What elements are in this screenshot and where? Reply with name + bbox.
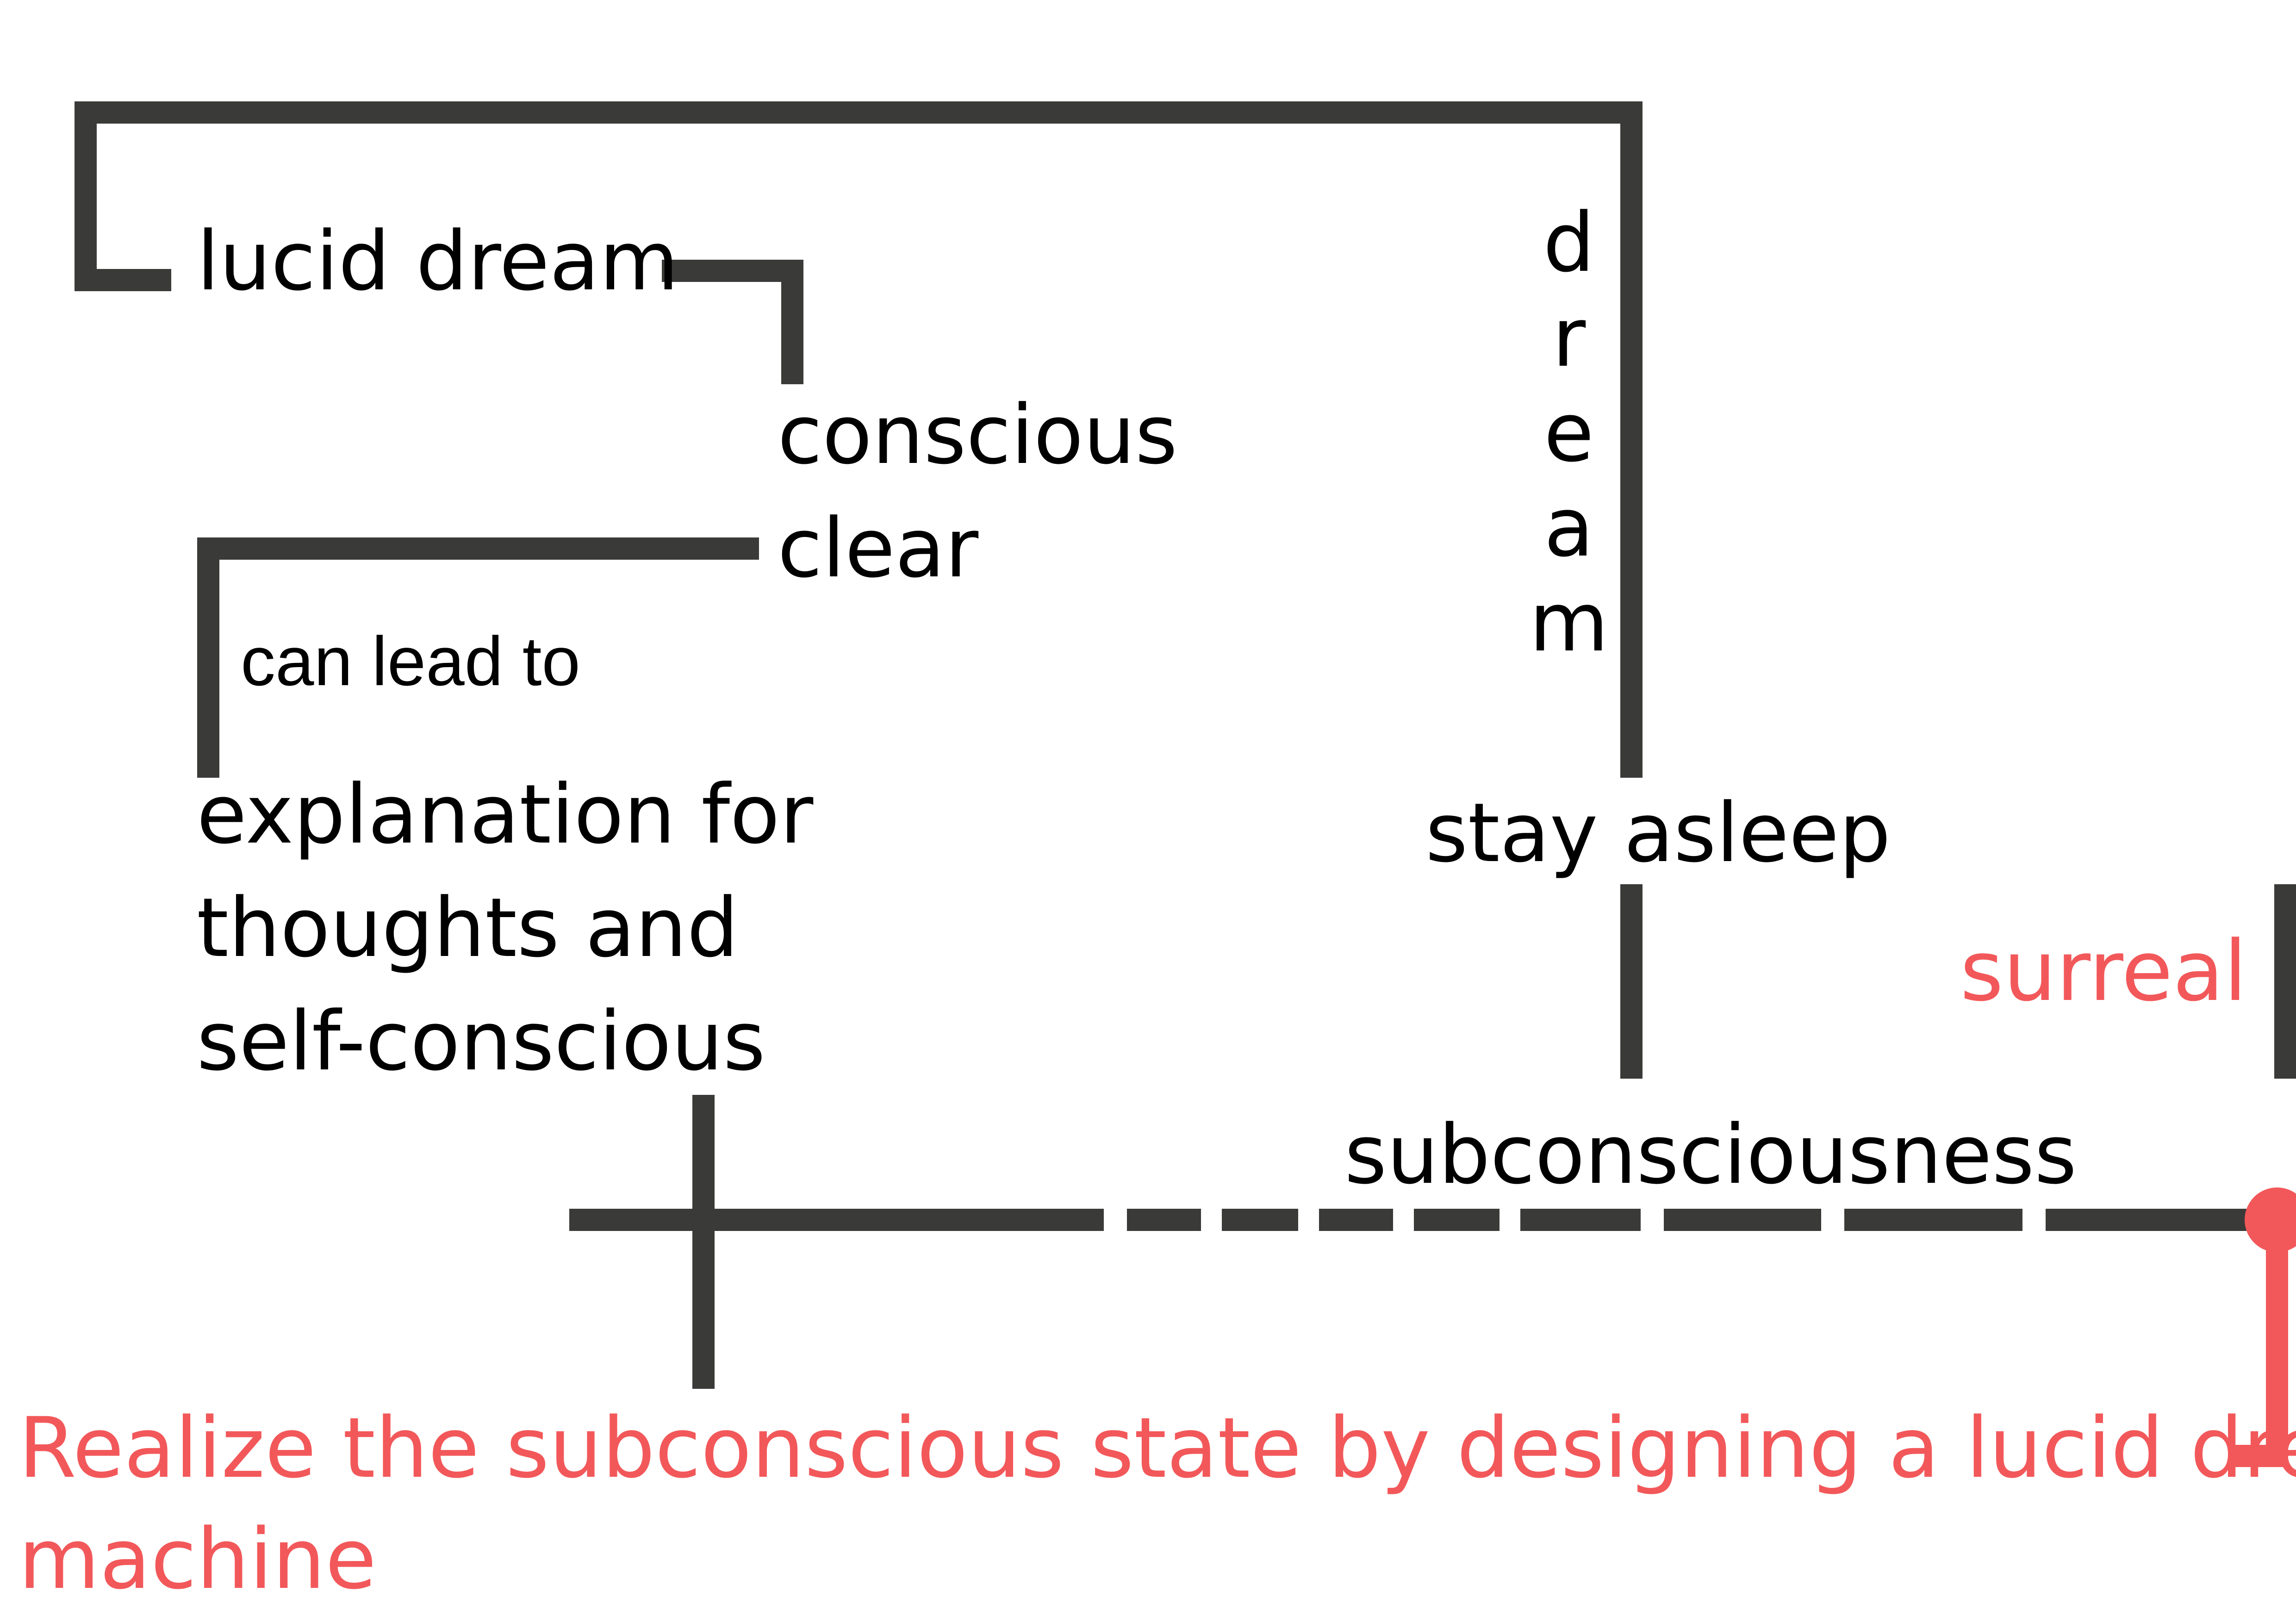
node-subconsciousness: subconsciousness [1344,1107,2077,1202]
connector-lines [75,101,2296,1389]
clear-to-explanation-connector [197,537,759,778]
dream-letter: r [1552,290,1586,385]
accent-marker [2231,1187,2296,1467]
top-loop-connector [75,101,1643,778]
node-clear: clear [778,501,979,596]
node-conscious: conscious [778,387,1177,482]
node-surreal: surreal [1960,923,2247,1020]
timeline-end-dot [2245,1187,2296,1252]
lucid-dream-to-conscious-connector [662,260,803,384]
statement-line-1: Realize the subconscious state by design… [19,1400,2296,1497]
node-stay-asleep: stay asleep [1425,786,1891,881]
dream-letter: m [1529,575,1608,670]
statement-connector [2231,1250,2288,1467]
node-dream-vertical: d r e a m [1529,195,1608,670]
node-lucid-dream: lucid dream [197,214,679,309]
dream-letter: d [1543,195,1595,290]
node-explanation-line-1: explanation for [197,767,814,862]
edge-label-can-lead-to: can lead to [241,622,580,700]
dream-letter: a [1544,480,1594,575]
statement-line-2: machine [19,1511,377,1608]
node-explanation-line-2: thoughts and [197,881,739,975]
dream-letter: e [1544,385,1594,480]
node-explanation-line-3: self-conscious [197,994,765,1089]
